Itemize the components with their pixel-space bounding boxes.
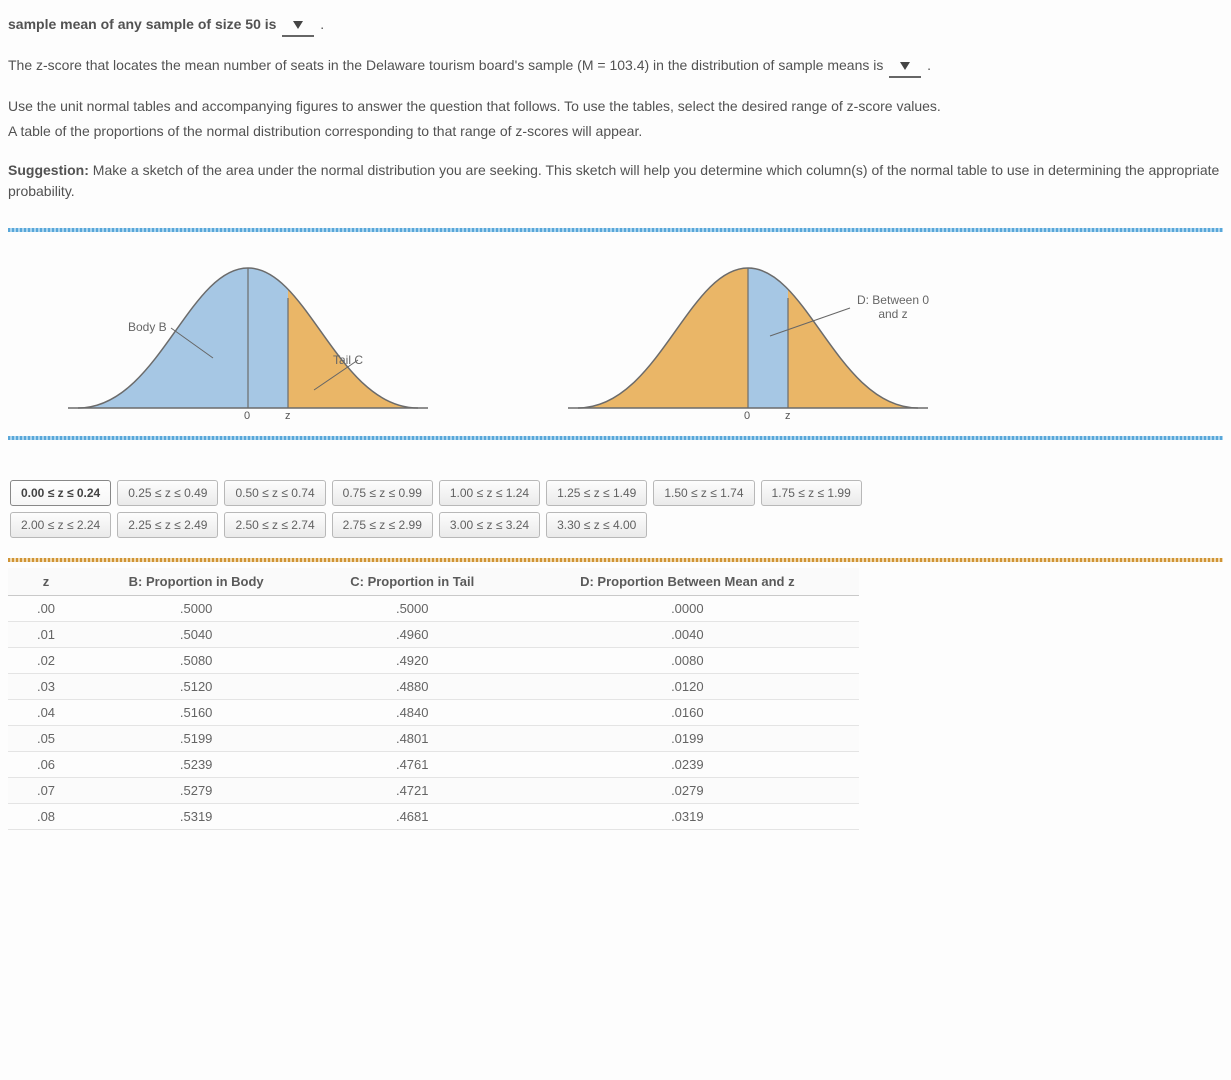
diagram-bottom-rule xyxy=(8,436,1223,440)
chevron-down-icon xyxy=(293,21,303,29)
z-range-tab[interactable]: 3.00 ≤ z ≤ 3.24 xyxy=(439,512,540,538)
table-row: .01.5040.4960.0040 xyxy=(8,622,859,648)
table-cell-c: .4880 xyxy=(308,674,516,700)
tabs-row-2: 2.00 ≤ z ≤ 2.242.25 ≤ z ≤ 2.492.50 ≤ z ≤… xyxy=(10,512,1221,538)
leader-left-icon xyxy=(38,248,458,428)
z-range-tab[interactable]: 0.75 ≤ z ≤ 0.99 xyxy=(332,480,433,506)
text-line-4: A table of the proportions of the normal… xyxy=(8,121,1223,142)
table-row: .08.5319.4681.0319 xyxy=(8,804,859,830)
table-cell-d: .0319 xyxy=(516,804,858,830)
text-line-2: The z-score that locates the mean number… xyxy=(8,55,1223,78)
line1-post: . xyxy=(320,16,324,32)
table-cell-z: .00 xyxy=(8,596,84,622)
table-cell-c: .4920 xyxy=(308,648,516,674)
col-header-d: D: Proportion Between Mean and z xyxy=(516,568,858,596)
z-table-header-row: z B: Proportion in Body C: Proportion in… xyxy=(8,568,859,596)
table-cell-d: .0040 xyxy=(516,622,858,648)
page: sample mean of any sample of size 50 is … xyxy=(0,0,1231,838)
chevron-down-icon xyxy=(900,62,910,70)
table-row: .07.5279.4721.0279 xyxy=(8,778,859,804)
z-range-tab[interactable]: 0.50 ≤ z ≤ 0.74 xyxy=(224,480,325,506)
table-row: .06.5239.4761.0239 xyxy=(8,752,859,778)
z-range-tab[interactable]: 2.75 ≤ z ≤ 2.99 xyxy=(332,512,433,538)
z-range-tab[interactable]: 2.25 ≤ z ≤ 2.49 xyxy=(117,512,218,538)
table-cell-b: .5160 xyxy=(84,700,308,726)
table-cell-b: .5239 xyxy=(84,752,308,778)
table-cell-z: .01 xyxy=(8,622,84,648)
z-table-panel: z B: Proportion in Body C: Proportion in… xyxy=(8,558,1223,830)
table-cell-c: .4721 xyxy=(308,778,516,804)
table-cell-d: .0239 xyxy=(516,752,858,778)
sample-mean-dropdown[interactable] xyxy=(282,14,314,37)
z-table: z B: Proportion in Body C: Proportion in… xyxy=(8,568,859,830)
table-cell-z: .06 xyxy=(8,752,84,778)
table-cell-c: .4960 xyxy=(308,622,516,648)
col-header-b: B: Proportion in Body xyxy=(84,568,308,596)
table-row: .04.5160.4840.0160 xyxy=(8,700,859,726)
suggestion-label: Suggestion: xyxy=(8,162,89,178)
table-cell-z: .08 xyxy=(8,804,84,830)
table-cell-d: .0120 xyxy=(516,674,858,700)
col-header-z: z xyxy=(8,568,84,596)
table-row: .00.5000.5000.0000 xyxy=(8,596,859,622)
table-cell-b: .5279 xyxy=(84,778,308,804)
table-sep-rule xyxy=(8,558,1223,562)
table-cell-b: .5040 xyxy=(84,622,308,648)
table-cell-d: .0279 xyxy=(516,778,858,804)
table-cell-b: .5000 xyxy=(84,596,308,622)
suggestion-line: Suggestion: Make a sketch of the area un… xyxy=(8,160,1223,202)
z-range-tab[interactable]: 2.00 ≤ z ≤ 2.24 xyxy=(10,512,111,538)
leader-right-icon xyxy=(538,248,958,428)
z-range-tab[interactable]: 0.25 ≤ z ≤ 0.49 xyxy=(117,480,218,506)
table-cell-d: .0000 xyxy=(516,596,858,622)
line2-post: . xyxy=(927,57,931,73)
table-cell-b: .5199 xyxy=(84,726,308,752)
table-cell-c: .4681 xyxy=(308,804,516,830)
z-range-tab[interactable]: 2.50 ≤ z ≤ 2.74 xyxy=(224,512,325,538)
table-cell-d: .0160 xyxy=(516,700,858,726)
suggestion-text: Make a sketch of the area under the norm… xyxy=(8,162,1219,199)
table-cell-b: .5120 xyxy=(84,674,308,700)
z-range-tab[interactable]: 1.25 ≤ z ≤ 1.49 xyxy=(546,480,647,506)
col-header-c: C: Proportion in Tail xyxy=(308,568,516,596)
table-cell-c: .4761 xyxy=(308,752,516,778)
table-cell-z: .04 xyxy=(8,700,84,726)
table-row: .05.5199.4801.0199 xyxy=(8,726,859,752)
line2-pre: The z-score that locates the mean number… xyxy=(8,57,887,73)
diagram-row: Body B Tail C 0 z xyxy=(8,240,1223,436)
table-cell-c: .4801 xyxy=(308,726,516,752)
table-cell-d: .0080 xyxy=(516,648,858,674)
table-cell-c: .4840 xyxy=(308,700,516,726)
diagram-between: D: Between 0 and z 0 z xyxy=(538,248,958,428)
diagram-top-rule xyxy=(8,228,1223,232)
table-cell-b: .5319 xyxy=(84,804,308,830)
line1-pre: sample mean of any sample of size 50 is xyxy=(8,16,280,32)
z-range-tab[interactable]: 1.00 ≤ z ≤ 1.24 xyxy=(439,480,540,506)
table-cell-z: .07 xyxy=(8,778,84,804)
table-row: .02.5080.4920.0080 xyxy=(8,648,859,674)
table-row: .03.5120.4880.0120 xyxy=(8,674,859,700)
text-line-1: sample mean of any sample of size 50 is … xyxy=(8,14,1223,37)
z-range-tabs-panel: 0.00 ≤ z ≤ 0.240.25 ≤ z ≤ 0.490.50 ≤ z ≤… xyxy=(8,476,1223,548)
z-range-tab[interactable]: 3.30 ≤ z ≤ 4.00 xyxy=(546,512,647,538)
tabs-row-1: 0.00 ≤ z ≤ 0.240.25 ≤ z ≤ 0.490.50 ≤ z ≤… xyxy=(10,480,1221,506)
diagram-body-tail: Body B Tail C 0 z xyxy=(38,248,458,428)
z-range-tab[interactable]: 1.50 ≤ z ≤ 1.74 xyxy=(653,480,754,506)
table-cell-b: .5080 xyxy=(84,648,308,674)
table-cell-c: .5000 xyxy=(308,596,516,622)
table-cell-z: .03 xyxy=(8,674,84,700)
z-range-tab[interactable]: 1.75 ≤ z ≤ 1.99 xyxy=(761,480,862,506)
table-cell-d: .0199 xyxy=(516,726,858,752)
text-line-3: Use the unit normal tables and accompany… xyxy=(8,96,1223,117)
zscore-dropdown[interactable] xyxy=(889,55,921,78)
table-cell-z: .05 xyxy=(8,726,84,752)
z-range-tab[interactable]: 0.00 ≤ z ≤ 0.24 xyxy=(10,480,111,506)
diagram-panel: Body B Tail C 0 z xyxy=(8,220,1223,466)
table-cell-z: .02 xyxy=(8,648,84,674)
